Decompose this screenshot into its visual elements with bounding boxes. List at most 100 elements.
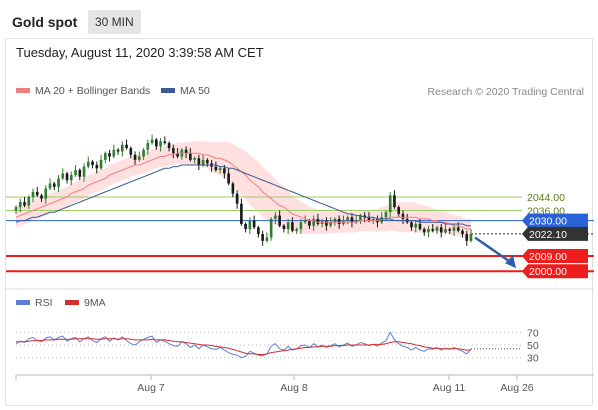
ma9-legend-label: 9MA	[84, 297, 106, 309]
chart-canvas: Tuesday, August 11, 2020 3:39:58 AM CET …	[6, 45, 594, 394]
candle-body	[380, 217, 384, 223]
candle-body	[299, 222, 303, 230]
level-tags: 2044.002036.002030.002022.102009.002000.…	[522, 192, 588, 279]
candle-body	[286, 222, 290, 230]
candle-body	[133, 154, 137, 160]
candle-body	[359, 215, 362, 221]
ma20-legend-swatch	[16, 88, 30, 93]
candle-body	[18, 202, 22, 208]
chart-header: Gold spot 30 MIN	[0, 0, 598, 38]
candle-body	[31, 191, 35, 197]
candle-body	[23, 202, 26, 206]
candle-body	[108, 153, 111, 157]
candle-body	[99, 159, 103, 169]
candle-body	[218, 168, 222, 171]
candle-body	[329, 222, 332, 226]
rsi-legend-label: RSI	[35, 297, 53, 309]
chart-timestamp: Tuesday, August 11, 2020 3:39:58 AM CET	[16, 45, 264, 60]
candle-body	[252, 220, 256, 228]
candle-body	[312, 218, 315, 226]
rsi-tick-30: 30	[527, 353, 539, 365]
timeframe-badge[interactable]: 30 MIN	[88, 10, 141, 34]
candle-body	[167, 143, 171, 149]
candle-body	[325, 220, 328, 226]
projection-arrow	[474, 236, 516, 269]
research-credit: Research © 2020 Trading Central	[427, 86, 584, 98]
candle-body	[176, 153, 179, 157]
ma9-legend-swatch	[65, 300, 79, 305]
candle-body	[346, 217, 350, 221]
candle-body	[269, 218, 273, 238]
candle-body	[146, 143, 150, 150]
rsi-line	[15, 331, 472, 359]
candle-body	[422, 229, 426, 233]
candle-body	[52, 183, 56, 187]
candle-body	[431, 229, 435, 231]
candle-body	[57, 178, 60, 187]
rsi-lines	[15, 331, 522, 359]
x-tick-label: Aug 7	[137, 382, 165, 394]
candle-body	[248, 220, 252, 230]
candle-body	[261, 234, 264, 241]
candle-body	[184, 149, 188, 154]
candle-body	[35, 191, 39, 196]
ma20-legend-label: MA 20 + Bollinger Bands	[35, 85, 150, 97]
candle-body	[86, 161, 90, 167]
candle-body	[350, 217, 354, 223]
candle-body	[82, 166, 86, 177]
candle-body	[337, 218, 341, 224]
candle-body	[308, 220, 311, 226]
candle-body	[14, 207, 18, 211]
candle-body	[65, 173, 69, 181]
ma50-legend-label: MA 50	[180, 85, 210, 97]
candle-body	[112, 149, 116, 157]
candle-body	[231, 183, 235, 194]
candle-body	[201, 159, 205, 165]
candle-body	[155, 139, 158, 147]
candle-body	[48, 183, 52, 189]
chart-panel: Tuesday, August 11, 2020 3:39:58 AM CET …	[5, 38, 594, 406]
candle-body	[274, 215, 277, 219]
candle-body	[448, 229, 452, 231]
level-tag-2009.00	[522, 249, 588, 264]
candle-body	[159, 141, 162, 147]
level-tag-2022.10	[522, 226, 588, 241]
candle-body	[125, 144, 128, 149]
level-tag-2000.00	[522, 264, 588, 279]
candle-body	[193, 158, 196, 160]
candle-body	[303, 220, 307, 223]
rsi-legend-swatch	[16, 300, 30, 305]
candle-body	[316, 218, 320, 224]
level-label-2044.00: 2044.00	[527, 192, 565, 204]
candle-body	[439, 227, 443, 233]
candle-body	[414, 223, 418, 228]
candle-body	[384, 212, 388, 218]
x-tick-label: Aug 8	[280, 382, 308, 394]
candle-body	[461, 230, 464, 235]
candle-body	[265, 237, 269, 241]
x-tick-label: Aug 11	[433, 382, 466, 394]
level-tag-2030.00	[522, 213, 588, 228]
candle-body	[197, 158, 201, 165]
candle-body	[227, 173, 230, 184]
candle-body	[78, 170, 82, 177]
candle-body	[27, 197, 31, 206]
candle-body	[172, 148, 175, 154]
candle-body	[163, 141, 167, 144]
candle-body	[367, 217, 371, 221]
candle-body	[295, 229, 298, 231]
candle-body	[393, 195, 396, 208]
projection-arrow-head	[505, 255, 516, 269]
rsi-legend: RSI 9MA	[16, 297, 106, 309]
candle-body	[150, 139, 154, 144]
ma20-line	[15, 152, 471, 230]
candlesticks	[14, 134, 473, 246]
candle-body	[206, 159, 209, 164]
candle-body	[397, 207, 401, 214]
candle-body	[69, 175, 73, 181]
candle-body	[401, 213, 405, 219]
candle-body	[235, 193, 239, 204]
candle-body	[244, 223, 247, 230]
candle-body	[469, 234, 473, 241]
